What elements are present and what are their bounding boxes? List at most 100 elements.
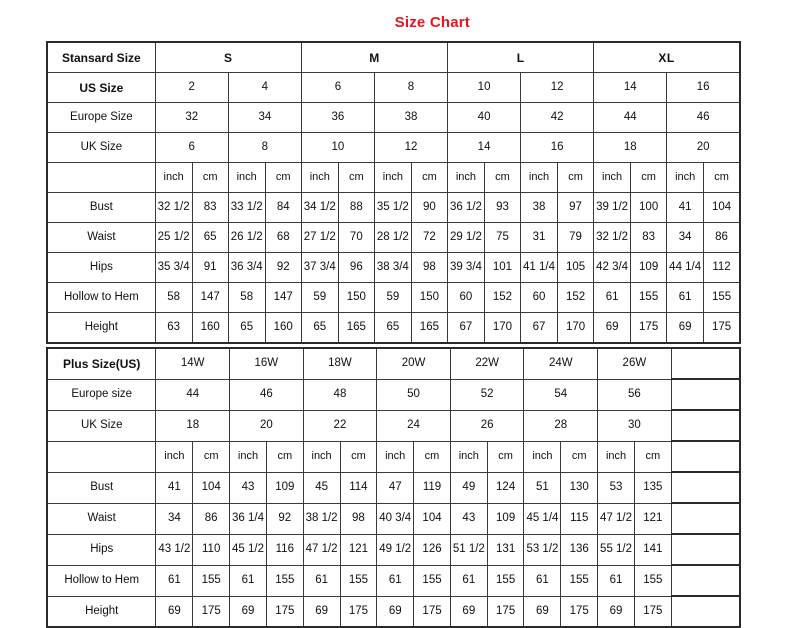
plus-hips-value-0: 43 1/2 bbox=[155, 533, 194, 566]
uk-size-value-1: 8 bbox=[227, 132, 302, 163]
bust-label: Bust bbox=[46, 192, 156, 223]
plus-row-europe-size: Europe size 44 46 48 50 52 54 56 bbox=[46, 378, 741, 411]
plus-table-spacer-header bbox=[670, 347, 741, 380]
europe-size-value-1: 34 bbox=[227, 102, 302, 133]
hollow-to-hem-value-10: 60 bbox=[520, 282, 558, 313]
standard-size-label: Stansard Size bbox=[46, 41, 156, 73]
plus-unit-header-inch-5: inch bbox=[523, 440, 562, 473]
bust-value-14: 41 bbox=[666, 192, 705, 223]
group-header-l: L bbox=[447, 41, 595, 73]
plus-waist-value-10: 45 1/4 bbox=[523, 502, 562, 535]
waist-value-0: 25 1/2 bbox=[154, 222, 193, 253]
europe-size-value-7: 46 bbox=[666, 102, 741, 133]
plus-hollow-to-hem-value-13: 155 bbox=[634, 564, 672, 597]
plus-waist-value-2: 36 1/4 bbox=[229, 502, 267, 535]
plus-europe-size-value-0: 44 bbox=[155, 378, 231, 411]
plus-bust-value-3: 109 bbox=[265, 471, 304, 504]
hollow-to-hem-value-7: 150 bbox=[410, 282, 449, 313]
plus-hollow-to-hem-value-5: 155 bbox=[339, 564, 378, 597]
plus-hollow-to-hem-value-12: 61 bbox=[597, 564, 635, 597]
hollow-to-hem-value-6: 59 bbox=[373, 282, 412, 313]
uk-size-value-2: 10 bbox=[300, 132, 375, 163]
height-label: Height bbox=[46, 312, 156, 344]
height-value-6: 65 bbox=[373, 312, 412, 344]
uk-size-value-0: 6 bbox=[154, 132, 229, 163]
bust-value-0: 32 1/2 bbox=[154, 192, 193, 223]
plus-table-spacer bbox=[670, 409, 741, 442]
hips-value-6: 38 3/4 bbox=[373, 252, 412, 283]
plus-unit-header-cm-6: cm bbox=[634, 440, 672, 473]
plus-bust-value-5: 114 bbox=[339, 471, 378, 504]
hips-value-14: 44 1/4 bbox=[666, 252, 705, 283]
uk-size-value-6: 18 bbox=[593, 132, 668, 163]
height-value-9: 170 bbox=[483, 312, 522, 344]
europe-size-value-4: 40 bbox=[447, 102, 522, 133]
hollow-to-hem-value-12: 61 bbox=[593, 282, 631, 313]
plus-unit-row-blank-label bbox=[46, 440, 157, 473]
bust-value-10: 38 bbox=[520, 192, 558, 223]
plus-size-value-6: 26W bbox=[597, 347, 672, 380]
plus-bust-value-10: 51 bbox=[523, 471, 562, 504]
europe-size-value-5: 42 bbox=[520, 102, 595, 133]
group-header-s: S bbox=[154, 41, 302, 73]
plus-europe-size-value-3: 50 bbox=[376, 378, 451, 411]
plus-bust-value-8: 49 bbox=[449, 471, 488, 504]
height-value-5: 165 bbox=[337, 312, 375, 344]
plus-unit-header-inch-3: inch bbox=[376, 440, 415, 473]
plus-waist-value-7: 104 bbox=[413, 502, 451, 535]
bust-value-1: 83 bbox=[191, 192, 229, 223]
height-value-3: 160 bbox=[264, 312, 302, 344]
height-value-7: 165 bbox=[410, 312, 449, 344]
group-header-xl: XL bbox=[593, 41, 741, 73]
plus-hips-label: Hips bbox=[46, 533, 157, 566]
plus-row-bust: Bust 41 104 43 109 45 114 47 119 49 124 51 130 53 135 bbox=[46, 471, 741, 504]
bust-value-15: 104 bbox=[703, 192, 741, 223]
hollow-to-hem-value-2: 58 bbox=[227, 282, 266, 313]
europe-size-label: Europe Size bbox=[46, 102, 156, 133]
unit-header-cm-6: cm bbox=[629, 162, 668, 193]
plus-hips-value-10: 53 1/2 bbox=[523, 533, 562, 566]
waist-value-14: 34 bbox=[666, 222, 705, 253]
waist-value-10: 31 bbox=[520, 222, 558, 253]
waist-value-4: 27 1/2 bbox=[300, 222, 339, 253]
plus-hips-value-8: 51 1/2 bbox=[449, 533, 488, 566]
hips-value-1: 91 bbox=[191, 252, 229, 283]
waist-value-1: 65 bbox=[191, 222, 229, 253]
plus-hollow-to-hem-value-10: 61 bbox=[523, 564, 562, 597]
plus-bust-label: Bust bbox=[46, 471, 157, 504]
plus-waist-value-11: 115 bbox=[560, 502, 599, 535]
plus-bust-value-6: 47 bbox=[376, 471, 415, 504]
plus-size-label: Plus Size(US) bbox=[46, 347, 157, 380]
hips-value-4: 37 3/4 bbox=[300, 252, 339, 283]
hollow-to-hem-value-4: 59 bbox=[300, 282, 339, 313]
plus-unit-header-inch-4: inch bbox=[449, 440, 488, 473]
standard-size-chart: Stansard Size S M L XL US Size 2 4 6 8 10 12 14 16 Eur… bbox=[46, 41, 741, 344]
plus-hips-value-5: 121 bbox=[339, 533, 378, 566]
standard-unit-row: inch cm inch cm inch cm inch cm inch cm inch cm inch… bbox=[46, 162, 741, 193]
plus-bust-value-11: 130 bbox=[560, 471, 599, 504]
plus-europe-size-value-2: 48 bbox=[302, 378, 378, 411]
unit-header-cm-3: cm bbox=[410, 162, 449, 193]
plus-table-spacer bbox=[670, 471, 741, 504]
plus-europe-size-value-5: 54 bbox=[523, 378, 599, 411]
plus-unit-header-inch-1: inch bbox=[229, 440, 267, 473]
hollow-to-hem-value-1: 147 bbox=[191, 282, 229, 313]
plus-hollow-to-hem-value-11: 155 bbox=[560, 564, 599, 597]
uk-size-value-7: 20 bbox=[666, 132, 741, 163]
height-value-10: 67 bbox=[520, 312, 558, 344]
plus-europe-size-value-1: 46 bbox=[229, 378, 304, 411]
standard-row-hollow-to-hem: Hollow to Hem 58 147 58 147 59 150 59 150 60 152 60… bbox=[46, 282, 741, 313]
bust-value-12: 39 1/2 bbox=[593, 192, 631, 223]
unit-header-cm-7: cm bbox=[703, 162, 741, 193]
plus-hips-value-4: 47 1/2 bbox=[302, 533, 341, 566]
plus-waist-value-3: 92 bbox=[265, 502, 304, 535]
plus-size-chart: Plus Size(US) 14W 16W 18W 20W 22W 24W 26W Europe… bbox=[46, 347, 741, 628]
us-size-value-4: 10 bbox=[447, 72, 522, 103]
standard-row-europe-size: Europe Size 32 34 36 38 40 42 44 46 bbox=[46, 102, 741, 133]
standard-row-bust: Bust 32 1/2 83 33 1/2 84 34 1/2 88 35 1/2 90 36 1… bbox=[46, 192, 741, 223]
bust-value-11: 97 bbox=[556, 192, 595, 223]
plus-waist-value-1: 86 bbox=[192, 502, 231, 535]
height-value-15: 175 bbox=[703, 312, 741, 344]
hollow-to-hem-value-5: 150 bbox=[337, 282, 375, 313]
hips-value-5: 96 bbox=[337, 252, 375, 283]
